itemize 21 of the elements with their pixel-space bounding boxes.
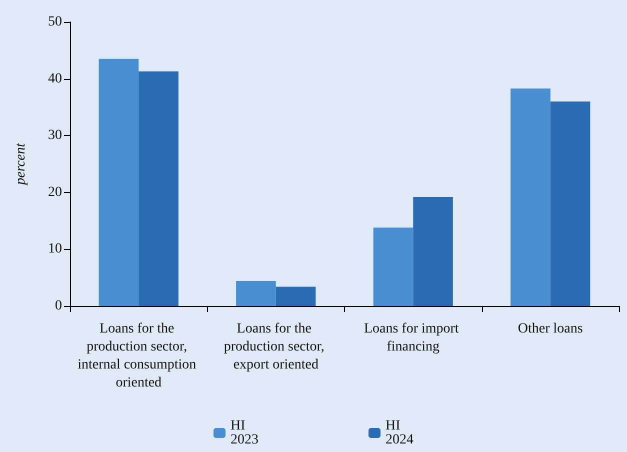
x-tick-label: Other loans (518, 322, 583, 336)
y-tick-label: 20 (48, 184, 62, 200)
x-tick-label: Loans for import financing (364, 322, 462, 354)
legend-label: HI 2023 (230, 418, 258, 448)
y-tick-label: 30 (48, 128, 62, 144)
y-tick-label: 40 (48, 71, 62, 86)
x-tick-label: Loans for the production sector, internal consumption oriented (78, 322, 200, 390)
legend-label: HI 2024 (386, 418, 414, 448)
y-tick-label: 0 (55, 298, 62, 314)
bar (413, 196, 453, 306)
bar (510, 88, 550, 306)
bar (236, 281, 276, 306)
y-tick-label: 50 (48, 14, 62, 30)
bar (373, 228, 414, 306)
y-tick-label: 10 (48, 242, 62, 257)
bar (550, 102, 590, 306)
x-tick-label: Loans for the production sector, export oriented (224, 322, 328, 372)
bar (98, 58, 139, 306)
bar (138, 71, 178, 306)
y-axis-title: percent (14, 142, 28, 186)
bar (276, 286, 316, 306)
